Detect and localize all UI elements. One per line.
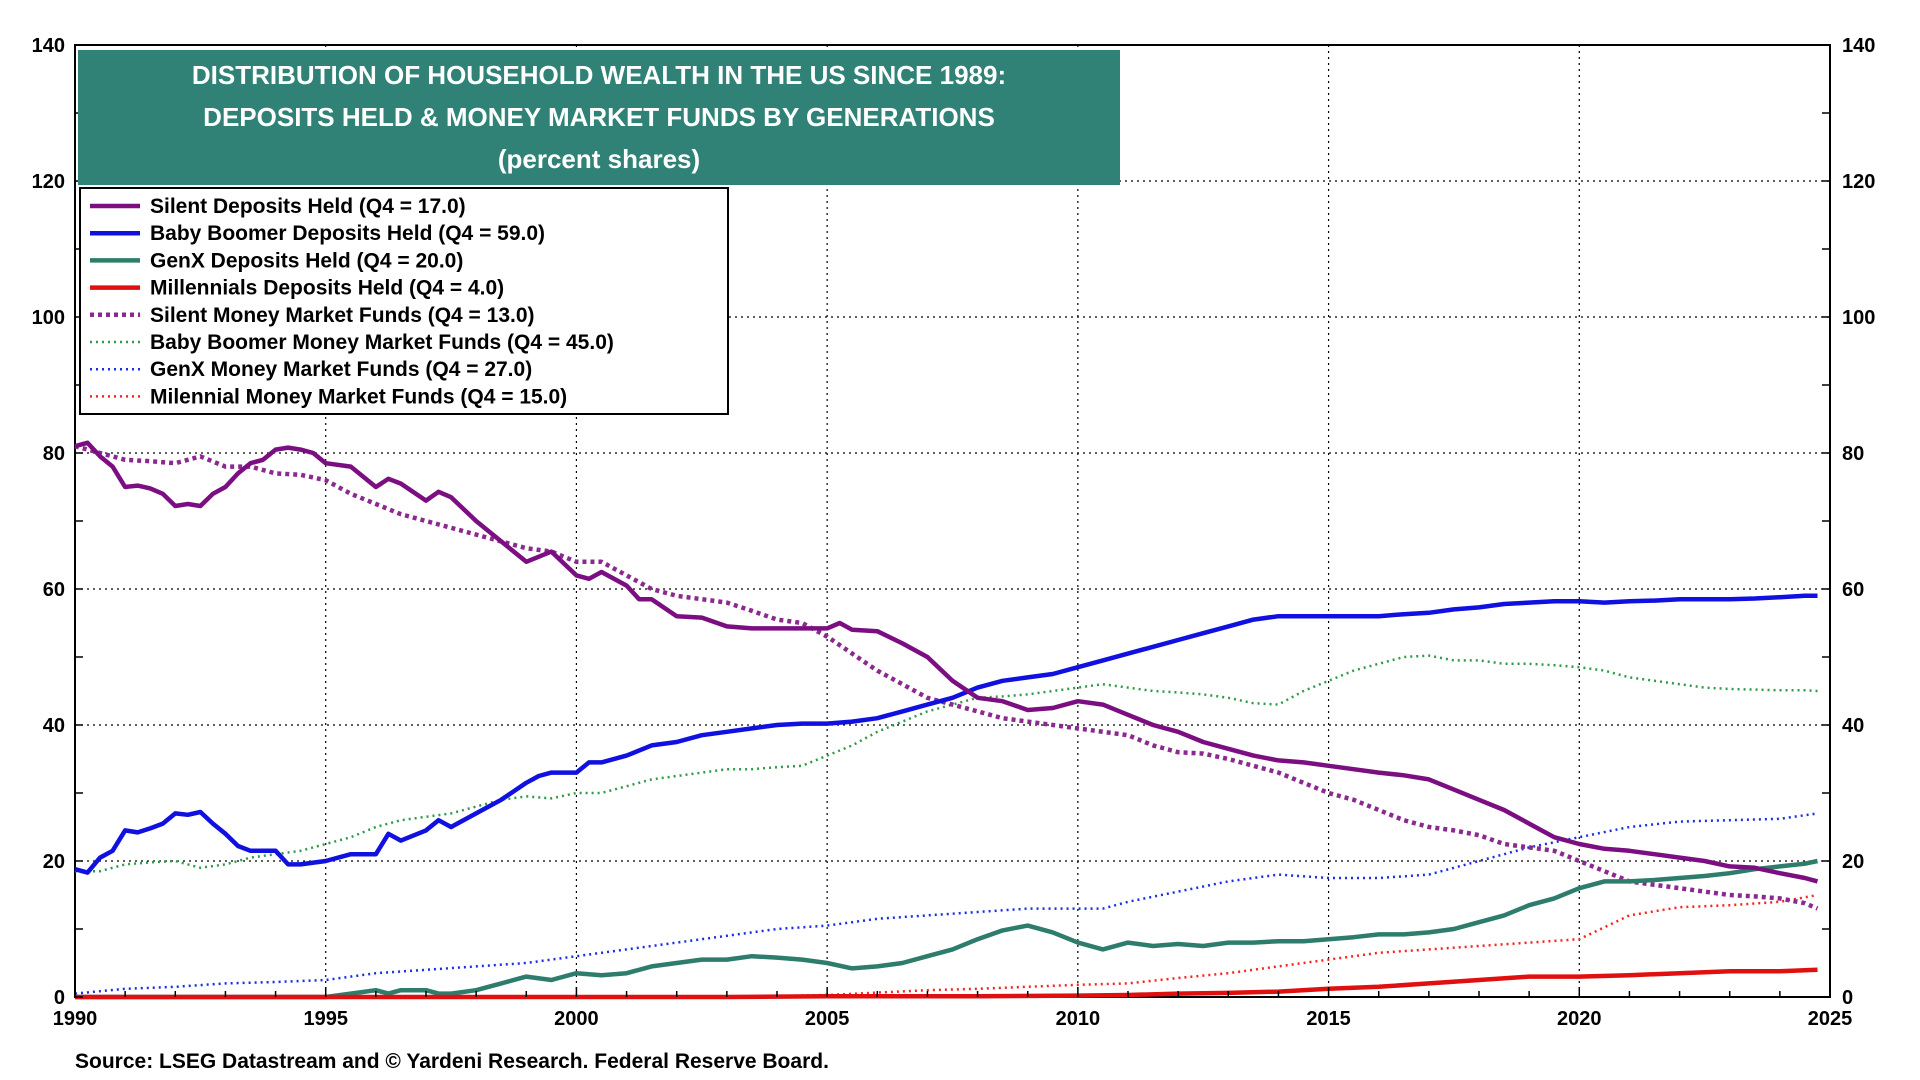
source-note: Source: LSEG Datastream and © Yardeni Re…	[75, 1050, 829, 1073]
y-tick-label-left: 60	[43, 579, 65, 601]
y-tick-label-left: 20	[43, 851, 65, 873]
y-tick-label-left: 140	[32, 35, 65, 57]
y-tick-label-right: 80	[1842, 443, 1864, 465]
title-box: DISTRIBUTION OF HOUSEHOLD WEALTH IN THE …	[78, 50, 1120, 185]
y-tick-label-right: 20	[1842, 851, 1864, 873]
legend-label: Silent Deposits Held (Q4 = 17.0)	[150, 195, 466, 218]
chart-subtitle: (percent shares)	[498, 144, 700, 174]
legend-box	[79, 187, 729, 415]
series-line	[75, 893, 1818, 999]
series-line	[74, 440, 1819, 884]
x-tick-label: 2015	[1306, 1008, 1351, 1030]
y-tick-label-right: 60	[1842, 579, 1864, 601]
x-tick-label: 2000	[554, 1008, 599, 1030]
legend-label: Milennial Money Market Funds (Q4 = 15.0)	[150, 385, 567, 408]
legend-label: Baby Boomer Money Market Funds (Q4 = 45.…	[150, 331, 614, 354]
y-tick-label-left: 40	[43, 715, 65, 737]
legend-label: GenX Deposits Held (Q4 = 20.0)	[150, 249, 463, 272]
legend-label: GenX Money Market Funds (Q4 = 27.0)	[150, 358, 532, 381]
y-tick-label-left: 80	[43, 443, 65, 465]
series-group	[74, 440, 1819, 1000]
y-tick-label-right: 100	[1842, 307, 1875, 329]
x-tick-label: 1995	[303, 1008, 348, 1030]
y-tick-label-right: 0	[1842, 987, 1853, 1009]
y-tick-label-left: 120	[32, 171, 65, 193]
legend-label: Silent Money Market Funds (Q4 = 13.0)	[150, 304, 535, 327]
y-tick-label-left: 100	[32, 307, 65, 329]
series-line	[74, 593, 1818, 875]
x-tick-label: 2010	[1056, 1008, 1101, 1030]
x-tick-label: 2025	[1808, 1008, 1853, 1030]
chart-title-line-1: DISTRIBUTION OF HOUSEHOLD WEALTH IN THE …	[192, 60, 1006, 90]
series-line	[75, 967, 1818, 1000]
y-tick-label-right: 120	[1842, 171, 1875, 193]
legend: Silent Deposits Held (Q4 = 17.0) Baby Boo…	[79, 187, 729, 415]
x-tick-label: 2020	[1557, 1008, 1602, 1030]
y-tick-label-right: 40	[1842, 715, 1864, 737]
y-tick-label-left: 0	[54, 987, 65, 1009]
series-line	[75, 654, 1818, 873]
title-background	[78, 50, 1120, 185]
chart-title-line-2: DEPOSITS HELD & MONEY MARKET FUNDS BY GE…	[203, 102, 995, 132]
series-line	[75, 858, 1818, 1000]
x-tick-label: 1990	[53, 1008, 98, 1030]
legend-label: Baby Boomer Deposits Held (Q4 = 59.0)	[150, 222, 545, 245]
series-line	[74, 444, 1819, 911]
legend-label: Millennials Deposits Held (Q4 = 4.0)	[150, 277, 504, 300]
y-tick-label-right: 140	[1842, 35, 1875, 57]
x-tick-label: 2005	[805, 1008, 850, 1030]
